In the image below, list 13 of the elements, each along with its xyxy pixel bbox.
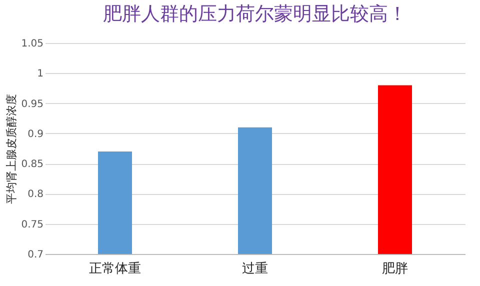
y-tick-label: 0.75 — [21, 219, 44, 230]
x-tick-label: 肥胖 — [382, 262, 408, 276]
y-tick-label: 1.05 — [21, 38, 44, 50]
y-tick-label: 0.7 — [28, 250, 44, 260]
x-tick-label: 正常体重 — [89, 262, 141, 276]
y-tick-label: 0.9 — [28, 128, 44, 140]
y-tick-label: 1 — [37, 68, 44, 80]
x-tick-label: 过重 — [242, 262, 268, 276]
y-tick-label: 0.8 — [28, 189, 44, 200]
chart-title: 肥胖人群的压力荷尔蒙明显比较高！ — [103, 3, 407, 25]
y-axis-title: 平均肾上腺皮质醇浓度 — [5, 94, 18, 204]
y-tick-label: 0.85 — [21, 159, 44, 170]
y-tick-label: 0.95 — [21, 98, 44, 110]
